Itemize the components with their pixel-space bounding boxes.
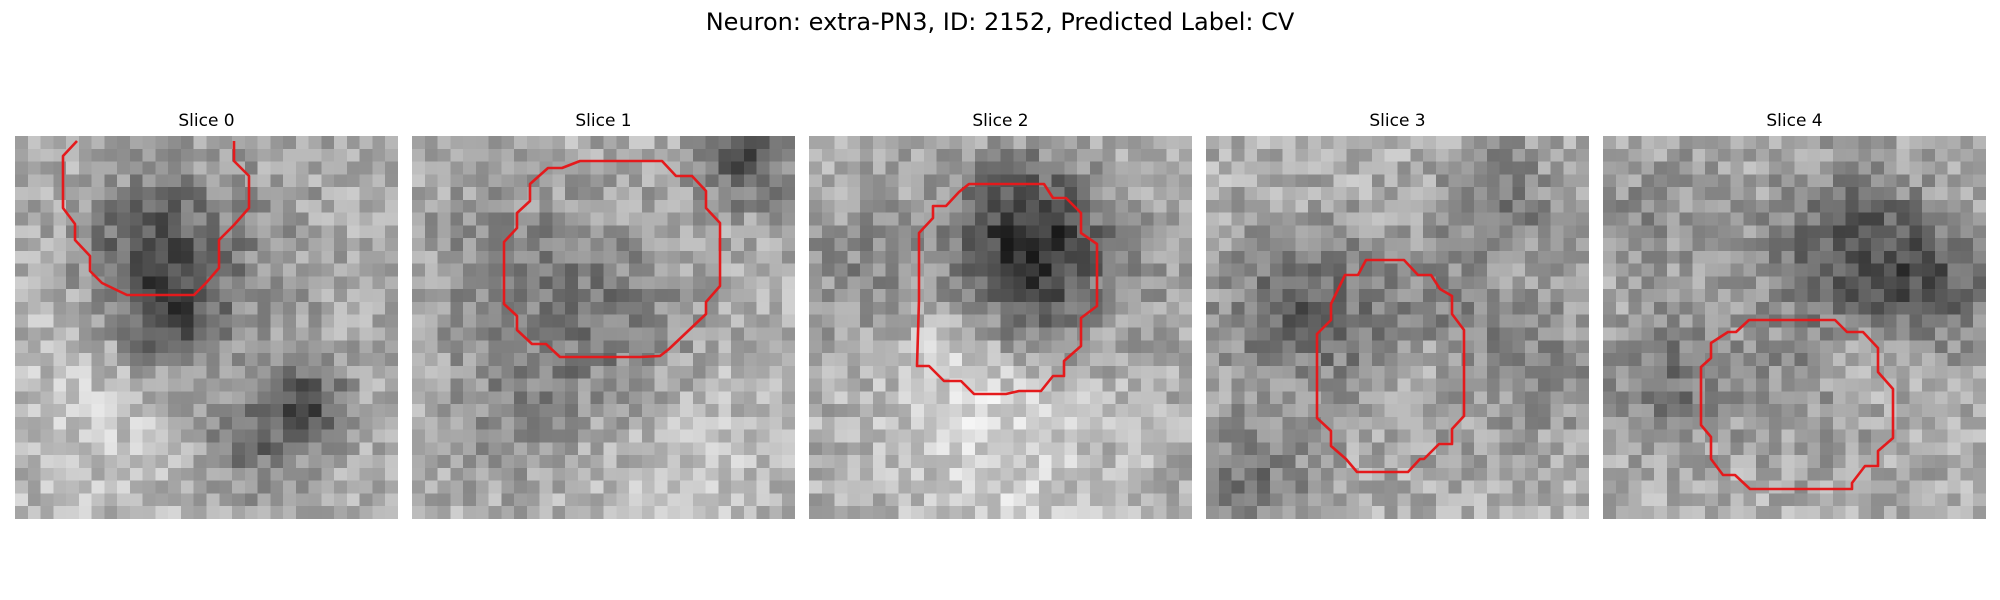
contour-overlay-0	[61, 140, 251, 297]
slice-title-2: Slice 2	[972, 111, 1029, 131]
slice-image-2	[809, 136, 1192, 519]
em-patch-0	[15, 136, 398, 519]
roi-contour-4	[1699, 318, 1895, 491]
em-patch-1	[412, 136, 795, 519]
slice-image-0	[15, 136, 398, 519]
slice-panel-2: Slice 2	[809, 110, 1192, 519]
roi-contour-3	[1315, 258, 1466, 474]
slice-image-1	[412, 136, 795, 519]
slice-panel-1: Slice 1	[412, 110, 795, 519]
slice-title-4: Slice 4	[1766, 111, 1823, 131]
contour-overlay-3	[1315, 258, 1466, 474]
slice-panel-0: Slice 0	[15, 110, 398, 519]
slice-panel-3: Slice 3	[1206, 110, 1589, 519]
roi-contour-0	[61, 140, 251, 297]
roi-contour-1	[502, 159, 722, 359]
contour-overlay-2	[915, 182, 1099, 396]
em-patch-4	[1603, 136, 1986, 519]
slice-title-3: Slice 3	[1369, 111, 1426, 131]
slice-panel-4: Slice 4	[1603, 110, 1986, 519]
slice-title-1: Slice 1	[575, 111, 632, 131]
em-patch-2	[809, 136, 1192, 519]
slice-title-0: Slice 0	[178, 111, 235, 131]
roi-contour-2	[915, 182, 1099, 396]
slice-image-4	[1603, 136, 1986, 519]
figure-title: Neuron: extra-PN3, ID: 2152, Predicted L…	[705, 8, 1295, 36]
slice-image-3	[1206, 136, 1589, 519]
em-patch-3	[1206, 136, 1589, 519]
contour-overlay-4	[1699, 318, 1895, 491]
contour-overlay-1	[502, 159, 722, 359]
